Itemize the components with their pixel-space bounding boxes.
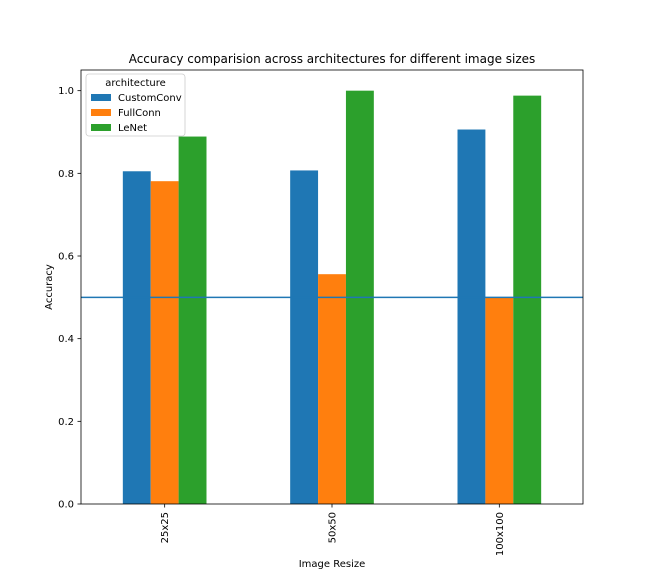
x-tick-label: 100x100: [495, 512, 506, 556]
plot-area: 0.0 0.2 0.4 0.6 0.8 1.0 25x25 50x50 100x100: [58, 69, 584, 556]
legend-label-lenet: LeNet: [118, 123, 147, 134]
x-tick-label: 25x25: [160, 512, 171, 543]
bar-lenet-25x25: [178, 136, 207, 505]
x-tick-label: 50x50: [328, 512, 339, 543]
bar-fullconn-50x50: [318, 274, 346, 504]
legend-title: architecture: [105, 78, 166, 89]
bar-customconv-25x25: [122, 171, 151, 504]
legend-box: [85, 73, 186, 137]
bar-fullconn-25x25: [150, 181, 179, 504]
legend-swatch-customconv: [91, 94, 111, 101]
legend: architecture CustomConv FullConn LeNet: [85, 73, 186, 137]
y-tick-label: 0.2: [58, 417, 74, 428]
y-tick-label: 0.6: [58, 252, 74, 263]
legend-swatch-lenet: [91, 124, 111, 131]
y-tick-label: 0.8: [58, 169, 74, 180]
legend-label-customconv: CustomConv: [118, 93, 182, 104]
y-tick-label: 0.0: [58, 500, 74, 511]
legend-swatch-fullconn: [91, 109, 111, 116]
y-tick-label: 1.0: [58, 86, 74, 97]
x-axis-label: Image Resize: [299, 559, 366, 570]
bar-customconv-50x50: [290, 170, 319, 504]
y-tick-label: 0.4: [58, 334, 74, 345]
legend-label-fullconn: FullConn: [118, 108, 161, 119]
bar-customconv-100x100: [457, 129, 486, 504]
bar-fullconn-100x100: [485, 297, 514, 504]
y-axis-label: Accuracy: [44, 264, 55, 310]
chart-title: Accuracy comparision across architecture…: [129, 52, 536, 66]
bar-lenet-100x100: [513, 95, 542, 504]
